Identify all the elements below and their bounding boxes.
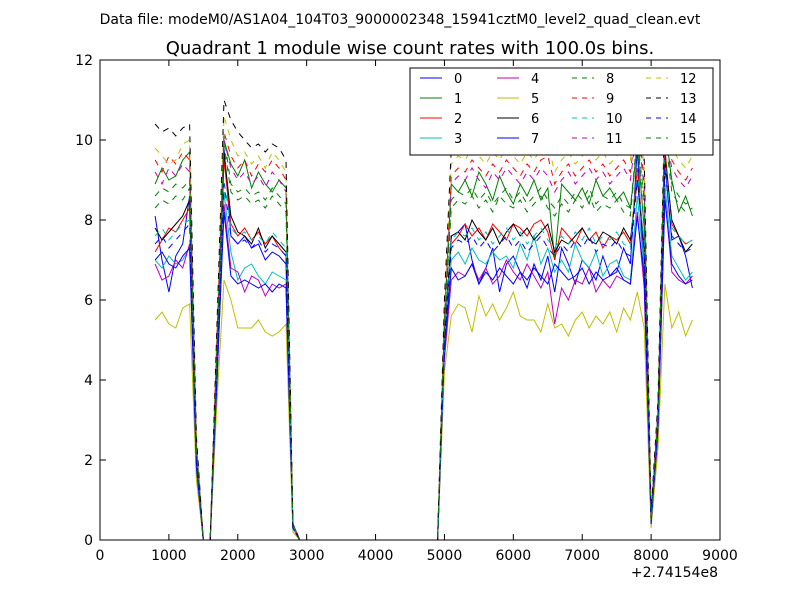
legend-label-2: 2 — [454, 112, 462, 127]
series-line-12 — [154, 103, 693, 541]
x-tick-label: 2000 — [220, 548, 256, 564]
y-tick-label: 12 — [75, 53, 93, 69]
series-line-14 — [154, 167, 693, 541]
x-tick-label: 4000 — [358, 548, 394, 564]
legend-label-8: 8 — [606, 72, 614, 87]
legend-label-14: 14 — [680, 112, 697, 127]
y-tick-label: 10 — [75, 133, 93, 149]
series-line-5 — [154, 279, 693, 541]
series-line-13 — [154, 91, 693, 541]
y-tick-label: 8 — [84, 213, 93, 229]
legend-label-12: 12 — [680, 72, 697, 87]
series-line-9 — [154, 115, 693, 541]
x-tick-label: 0 — [96, 548, 105, 564]
legend-label-5: 5 — [531, 92, 539, 107]
y-tick-label: 0 — [84, 533, 93, 549]
x-tick-label: 1000 — [151, 548, 187, 564]
legend-label-11: 11 — [606, 132, 623, 147]
legend-box — [409, 67, 714, 156]
plot-lines — [154, 91, 693, 541]
legend-label-15: 15 — [680, 132, 697, 147]
y-tick-label: 4 — [84, 373, 93, 389]
series-line-15 — [154, 119, 693, 541]
data-file-label: Data file: modeM0/AS1A04_104T03_90000023… — [100, 12, 701, 28]
x-tick-label: 3000 — [289, 548, 325, 564]
series-line-2 — [154, 147, 693, 541]
x-tick-label: 6000 — [496, 548, 532, 564]
series-line-4 — [154, 195, 693, 541]
series-line-11 — [154, 123, 693, 541]
x-axis: 0 1000 2000 3000 4000 5000 6000 7000 8000 9000 — [96, 60, 738, 564]
x-offset-label: +2.74154e8 — [631, 565, 718, 581]
legend-label-3: 3 — [454, 132, 462, 147]
y-tick-label: 6 — [84, 293, 93, 309]
legend-label-13: 13 — [680, 92, 697, 107]
series-line-0 — [154, 147, 693, 541]
series-line-6 — [154, 151, 693, 541]
y-tick-label: 2 — [84, 453, 93, 469]
x-tick-label: 5000 — [427, 548, 463, 564]
series-line-7 — [154, 199, 693, 541]
x-tick-label: 9000 — [702, 548, 738, 564]
legend-label-6: 6 — [531, 112, 539, 127]
legend-label-7: 7 — [531, 132, 539, 147]
legend-label-9: 9 — [606, 92, 614, 107]
legend-label-1: 1 — [454, 92, 462, 107]
legend-label-0: 0 — [454, 72, 462, 87]
series-line-1 — [154, 127, 693, 541]
series-line-10 — [154, 159, 693, 541]
chart-title: Quadrant 1 module wise count rates with … — [166, 38, 655, 59]
series-line-8 — [154, 131, 693, 541]
legend-label-10: 10 — [606, 112, 623, 127]
x-tick-label: 7000 — [564, 548, 600, 564]
x-tick-label: 8000 — [633, 548, 669, 564]
legend-label-4: 4 — [531, 72, 539, 87]
